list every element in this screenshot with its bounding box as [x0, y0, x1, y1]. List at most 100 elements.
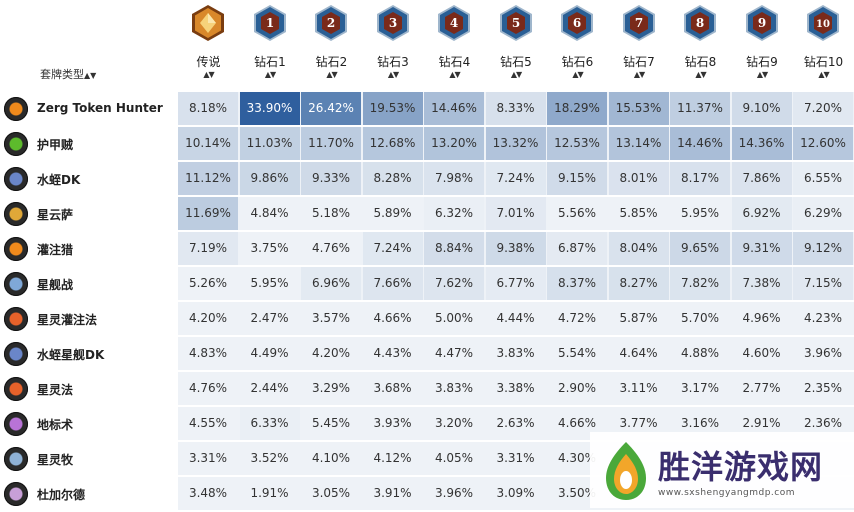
deck-name[interactable]: 水蛭DK	[37, 173, 81, 187]
deck-name[interactable]: 灌注猎	[37, 243, 74, 257]
table-cell: 11.03%	[239, 127, 300, 160]
deck-name[interactable]: 水蛭星舰DK	[37, 348, 105, 362]
sort-arrows-icon[interactable]: ▲▼	[449, 70, 460, 79]
table-row[interactable]: Zerg Token Hunter 8.18% 33.90% 26.42% 19.53%…	[0, 92, 854, 127]
table-cell: 7.86%	[731, 162, 792, 195]
table-cell: 6.32%	[424, 197, 484, 230]
diamond-rank-icon: 7	[622, 5, 655, 41]
column-header-1[interactable]: 1 钻石1 ▲▼	[240, 0, 301, 92]
deck-name[interactable]: 星云萨	[37, 208, 74, 222]
column-header-10[interactable]: 10 钻石10 ▲▼	[793, 0, 854, 92]
column-header-0[interactable]: 传说 ▲▼	[178, 0, 239, 92]
column-header-7[interactable]: 7 钻石7 ▲▼	[609, 0, 670, 92]
rank-number: 7	[634, 16, 642, 30]
table-row[interactable]: 星灵灌注法 4.20% 2.47% 3.57% 4.66% 5.00% 4.44% 4.72%…	[0, 302, 854, 337]
diamond-rank-icon: 6	[561, 5, 593, 41]
table-cell: 8.18%	[178, 92, 238, 125]
rank-number: 3	[388, 16, 396, 30]
table-cell: 5.87%	[608, 302, 669, 335]
column-label: 钻石3	[377, 55, 409, 69]
column-header-2[interactable]: 2 钻石2 ▲▼	[301, 0, 362, 92]
table-row[interactable]: 护甲贼 10.14% 11.03% 11.70% 12.68% 13.20% 13.32% 1…	[0, 127, 854, 162]
table-cell: 15.53%	[608, 92, 669, 125]
sort-arrows-icon[interactable]: ▲▼	[203, 70, 214, 79]
diamond-rank-icon: 5	[499, 5, 532, 41]
table-cell: 11.70%	[301, 127, 361, 160]
deck-name[interactable]: 地标术	[37, 418, 74, 432]
column-header-6[interactable]: 6 钻石6 ▲▼	[547, 0, 608, 92]
table-cell: 1.91%	[239, 477, 300, 510]
table-cell: 7.24%	[485, 162, 546, 195]
table-cell: 8.01%	[608, 162, 669, 195]
deck-name[interactable]: 杜加尔德	[37, 488, 86, 502]
table-cell: 7.98%	[424, 162, 484, 195]
sort-arrows-icon[interactable]: ▲▼	[264, 70, 276, 79]
rank-number: 9	[757, 16, 765, 30]
table-cell: 8.37%	[547, 267, 607, 300]
table-cell: 8.17%	[670, 162, 730, 195]
column-header-4[interactable]: 4 钻石4 ▲▼	[424, 0, 485, 92]
table-row[interactable]: 星舰战 5.26% 5.95% 6.96% 7.66% 7.62% 6.77% 8.37% 8.…	[0, 267, 854, 302]
table-cell: 8.84%	[424, 232, 484, 265]
table-cell: 9.12%	[793, 232, 853, 265]
mage-class-icon	[4, 307, 28, 331]
deck-name[interactable]: 护甲贼	[37, 138, 74, 152]
column-header-3[interactable]: 3 钻石3 ▲▼	[363, 0, 424, 92]
table-cell: 7.01%	[485, 197, 546, 230]
table-cell: 7.15%	[793, 267, 853, 300]
table-cell: 3.83%	[485, 337, 546, 370]
sort-arrows-icon[interactable]: ▲▼	[326, 70, 337, 79]
deck-name[interactable]: 星舰战	[37, 278, 74, 292]
table-row[interactable]: 星灵法 4.76% 2.44% 3.29% 3.68% 3.83% 3.38% 2.90% 3.…	[0, 372, 854, 407]
warrior-class-icon	[4, 272, 28, 296]
column-header-5[interactable]: 5 钻石5 ▲▼	[486, 0, 547, 92]
rank-number: 1	[265, 16, 273, 30]
table-cell: 4.83%	[178, 337, 238, 370]
rank-number: 6	[573, 16, 581, 30]
sort-arrows-icon[interactable]: ▲▼	[510, 70, 522, 79]
mage-class-icon	[4, 377, 28, 401]
sort-arrows-icon[interactable]: ▲▼	[756, 70, 768, 79]
deck-type-header[interactable]: 套牌类型▲▼	[40, 66, 96, 82]
sort-arrows-icon[interactable]: ▲▼	[633, 70, 645, 79]
table-cell: 4.44%	[485, 302, 546, 335]
table-cell: 5.45%	[301, 407, 361, 440]
column-header-9[interactable]: 9 钻石9 ▲▼	[732, 0, 793, 92]
table-cell: 3.68%	[362, 372, 423, 405]
sort-arrows-icon[interactable]: ▲▼	[84, 71, 97, 80]
column-label: 钻石10	[803, 55, 844, 69]
table-cell: 4.05%	[424, 442, 484, 475]
shaman-class-icon	[4, 202, 28, 226]
table-row[interactable]: 水蛭星舰DK 4.83% 4.49% 4.20% 4.43% 4.47% 3.83% 5.54…	[0, 337, 854, 372]
table-row[interactable]: 灌注猎 7.19% 3.75% 4.76% 7.24% 8.84% 9.38% 6.87% 8.…	[0, 232, 854, 267]
rank-number: 8	[696, 16, 704, 30]
deck-name[interactable]: 星灵牧	[37, 453, 74, 467]
sort-arrows-icon[interactable]: ▲▼	[572, 70, 583, 79]
sort-arrows-icon[interactable]: ▲▼	[387, 70, 399, 79]
legend-rank-icon	[192, 5, 224, 41]
sort-arrows-icon[interactable]: ▲▼	[695, 70, 706, 79]
column-header-8[interactable]: 8 钻石8 ▲▼	[670, 0, 731, 92]
hunter-class-icon	[4, 97, 28, 121]
table-cell: 5.54%	[547, 337, 607, 370]
table-cell: 4.84%	[239, 197, 300, 230]
sort-arrows-icon[interactable]: ▲▼	[818, 70, 829, 79]
table-cell: 11.12%	[178, 162, 238, 195]
table-row[interactable]: 星云萨 11.69% 4.84% 5.18% 5.89% 6.32% 7.01% 5.56% 5…	[0, 197, 854, 232]
table-cell: 4.66%	[547, 407, 607, 440]
deck-name[interactable]: Zerg Token Hunter	[37, 101, 163, 115]
table-cell: 8.28%	[362, 162, 423, 195]
table-cell: 2.35%	[793, 372, 853, 405]
table-cell: 9.15%	[547, 162, 607, 195]
rank-number: 4	[450, 16, 458, 30]
table-cell: 11.37%	[670, 92, 730, 125]
table-cell: 3.38%	[485, 372, 546, 405]
diamond-rank-icon: 3	[376, 5, 409, 41]
table-row[interactable]: 水蛭DK 11.12% 9.86% 9.33% 8.28% 7.98% 7.24% 9.15%…	[0, 162, 854, 197]
table-cell: 14.36%	[731, 127, 792, 160]
deck-name[interactable]: 星灵灌注法	[37, 313, 98, 327]
table-cell: 4.20%	[301, 337, 361, 370]
table-cell: 4.60%	[731, 337, 792, 370]
deck-name[interactable]: 星灵法	[37, 383, 74, 397]
diamond-rank-icon: 10	[807, 5, 839, 41]
